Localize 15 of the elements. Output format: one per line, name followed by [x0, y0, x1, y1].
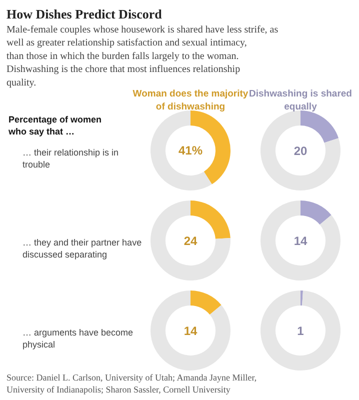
text: 14 [294, 234, 308, 248]
text: How Dishes Predict Discord [6, 6, 163, 22]
text: 14 [184, 324, 198, 338]
text: … arguments have become physical [22, 328, 134, 350]
text: 24 [184, 234, 198, 248]
text: 20 [294, 144, 308, 158]
text: 1 [297, 324, 304, 338]
text: … their relationship is in trouble [22, 148, 119, 170]
text: Male-female couples whose housework is shared have less strife, as well as greater relationship satisfaction and sexual intimacy, than those in which the burden falls largely to the woman. Dishwashing is the chore that most influences relationship quality. [6, 24, 278, 88]
text: … they and their partner have discussed separating [22, 238, 142, 260]
text: Percentage of women who say that … [8, 114, 102, 136]
source-note: Source: Daniel L. Carlson, University of Utah; Amanda Jayne Miller, University of Indianapolis; Sharon Sassler, Cornell University [6, 372, 257, 394]
text: 41% [178, 144, 203, 158]
chart-title: Dishwashing is shared equally [249, 88, 352, 113]
chart-title: Woman does the majority of dishwashing [132, 88, 249, 113]
